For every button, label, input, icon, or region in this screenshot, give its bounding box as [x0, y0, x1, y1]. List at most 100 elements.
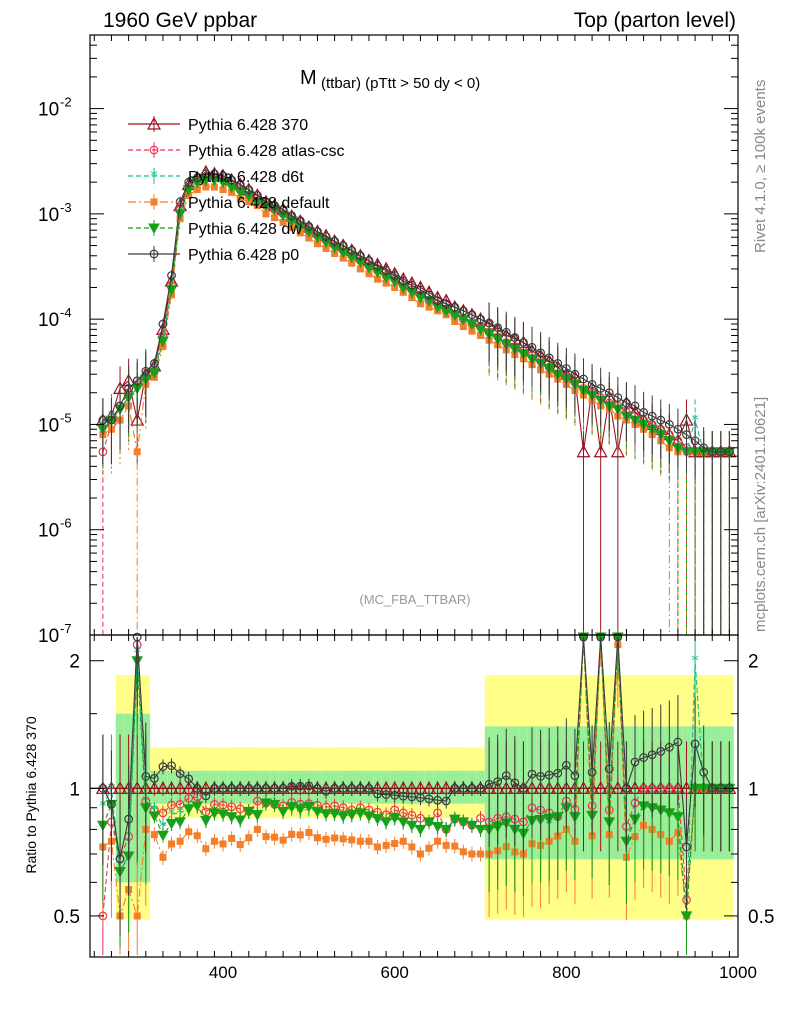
ratio-series-5-point: [381, 790, 391, 799]
ratio-tick-label-left: 1: [69, 779, 80, 800]
series-3-point: [245, 198, 253, 206]
series-3-point: [271, 214, 279, 222]
ratio-series-2-point: *: [168, 805, 176, 823]
ratio-series-0-point: [593, 781, 608, 794]
ratio-series-5-point: [338, 783, 348, 793]
ratio-series-4-point: [431, 822, 444, 833]
ratio-series-4-point: [448, 814, 461, 826]
series-5-point: [355, 251, 365, 261]
ratio-series-5-point: [707, 783, 717, 793]
ratio-series-3-point: [313, 834, 321, 842]
ratio-series-4-point: [294, 804, 307, 815]
ratio-series-4-point: [174, 817, 186, 828]
ratio-series-3-point: [245, 834, 253, 842]
series-5-point: [218, 171, 228, 181]
ratio-series-5-point: [622, 783, 631, 793]
ratio-series-4-point: [414, 824, 427, 836]
series-3-point: [425, 303, 433, 311]
ratio-series-3-point: [185, 828, 193, 836]
y-tick-label-exponent: -2: [60, 95, 72, 110]
ratio-series-0-point: [576, 781, 591, 794]
ratio-series-5-point: [158, 762, 168, 772]
series-5-point: [561, 364, 571, 373]
series-3-point: [313, 240, 321, 248]
y-tick-label-exponent: -7: [60, 621, 72, 636]
ratio-series-3-point: [236, 841, 244, 849]
legend-marker: [146, 116, 162, 130]
ratio-series-3-point: [202, 845, 210, 853]
ratio-series-5-point: [141, 772, 151, 781]
ratio-series-5-point: [330, 783, 340, 793]
series-5-point: [321, 232, 331, 241]
series-3-point: [193, 186, 201, 194]
series-3-point: [459, 323, 467, 331]
series-5-point: [433, 296, 443, 306]
ratio-series-3-point: [228, 834, 236, 842]
y-tick-label-exponent: -5: [60, 410, 72, 425]
x-tick-label: 800: [552, 963, 580, 982]
legend-label: Pythia 6.428 dw: [188, 221, 302, 238]
series-5-point: [424, 290, 434, 300]
chart-watermark: (MC_FBA_TTBAR): [359, 592, 470, 607]
ratio-series-0-point: [679, 781, 694, 794]
ratio-series-4-point: [388, 813, 401, 824]
series-5-point: [467, 310, 477, 320]
ratio-series-5-point: [647, 750, 657, 760]
ratio-series-5-point: [673, 737, 683, 747]
ratio-series-3-point: [468, 850, 476, 858]
ratio-series-5-point: [561, 760, 571, 770]
ratio-series-5-point: [519, 783, 528, 793]
ratio-series-4-point: [285, 802, 298, 813]
ratio-series-5-point: [107, 799, 116, 809]
series-3-point: [219, 186, 227, 194]
ratio-series-5-point: [347, 783, 357, 793]
ratio-series-4-point: [320, 809, 332, 820]
ratio-series-5-point: [570, 771, 580, 781]
ratio-panel: ****************************************…: [90, 628, 738, 955]
y-tick-label-exponent: -6: [60, 516, 72, 531]
series-5-point: [107, 415, 116, 425]
series-3-point: [322, 244, 330, 252]
ratio-series-5-point: [450, 783, 460, 793]
ratio-series-2-point: *: [691, 652, 699, 670]
ratio-series-3-point: [219, 840, 227, 848]
ratio-series-5-point: [433, 795, 443, 805]
ratio-series-5-point: [416, 793, 425, 803]
header-right: Top (parton level): [573, 9, 736, 32]
series-3-point: [288, 224, 296, 232]
ratio-series-5-point: [321, 786, 331, 796]
ratio-series-5-point: [510, 778, 520, 788]
x-tick-label: 600: [381, 963, 409, 982]
ratio-series-5-point: [287, 781, 297, 791]
series-0-point: [593, 444, 608, 458]
header-left: 1960 GeV ppbar: [103, 9, 258, 32]
ratio-series-3-point: [408, 843, 416, 851]
series-5-point: [476, 314, 485, 324]
ratio-series-4-point: [260, 798, 272, 810]
series-5-point: [596, 383, 606, 393]
ratio-series-3-point: [168, 840, 176, 848]
y-tick-label: 10: [38, 100, 59, 121]
ratio-series-5-point: [167, 761, 176, 771]
ratio-series-5-point: [390, 790, 400, 800]
ratio-series-5-point: [278, 783, 288, 793]
series-5-point: [716, 447, 726, 457]
legend-label: Pythia 6.428 370: [188, 117, 308, 134]
ratio-series-4-point: [474, 824, 487, 836]
series-5-point: [261, 197, 271, 207]
series-5-point: [664, 420, 674, 429]
series-5-point: [639, 408, 648, 417]
series-5-point: [613, 393, 623, 402]
series-5-point: [167, 271, 176, 280]
ratio-series-2-point: *: [159, 818, 167, 836]
ratio-series-3-point: [374, 843, 382, 851]
series-5-point: [158, 319, 168, 329]
series-2-point: *: [691, 411, 699, 429]
series-5-point: [450, 302, 460, 312]
ratio-series-5-point: [132, 632, 142, 642]
ratio-series-0-point: [147, 781, 162, 794]
series-5-point: [656, 415, 666, 425]
series-5-point: [210, 169, 219, 179]
series-3-point: [451, 317, 459, 325]
ratio-series-3-point: [339, 835, 347, 843]
